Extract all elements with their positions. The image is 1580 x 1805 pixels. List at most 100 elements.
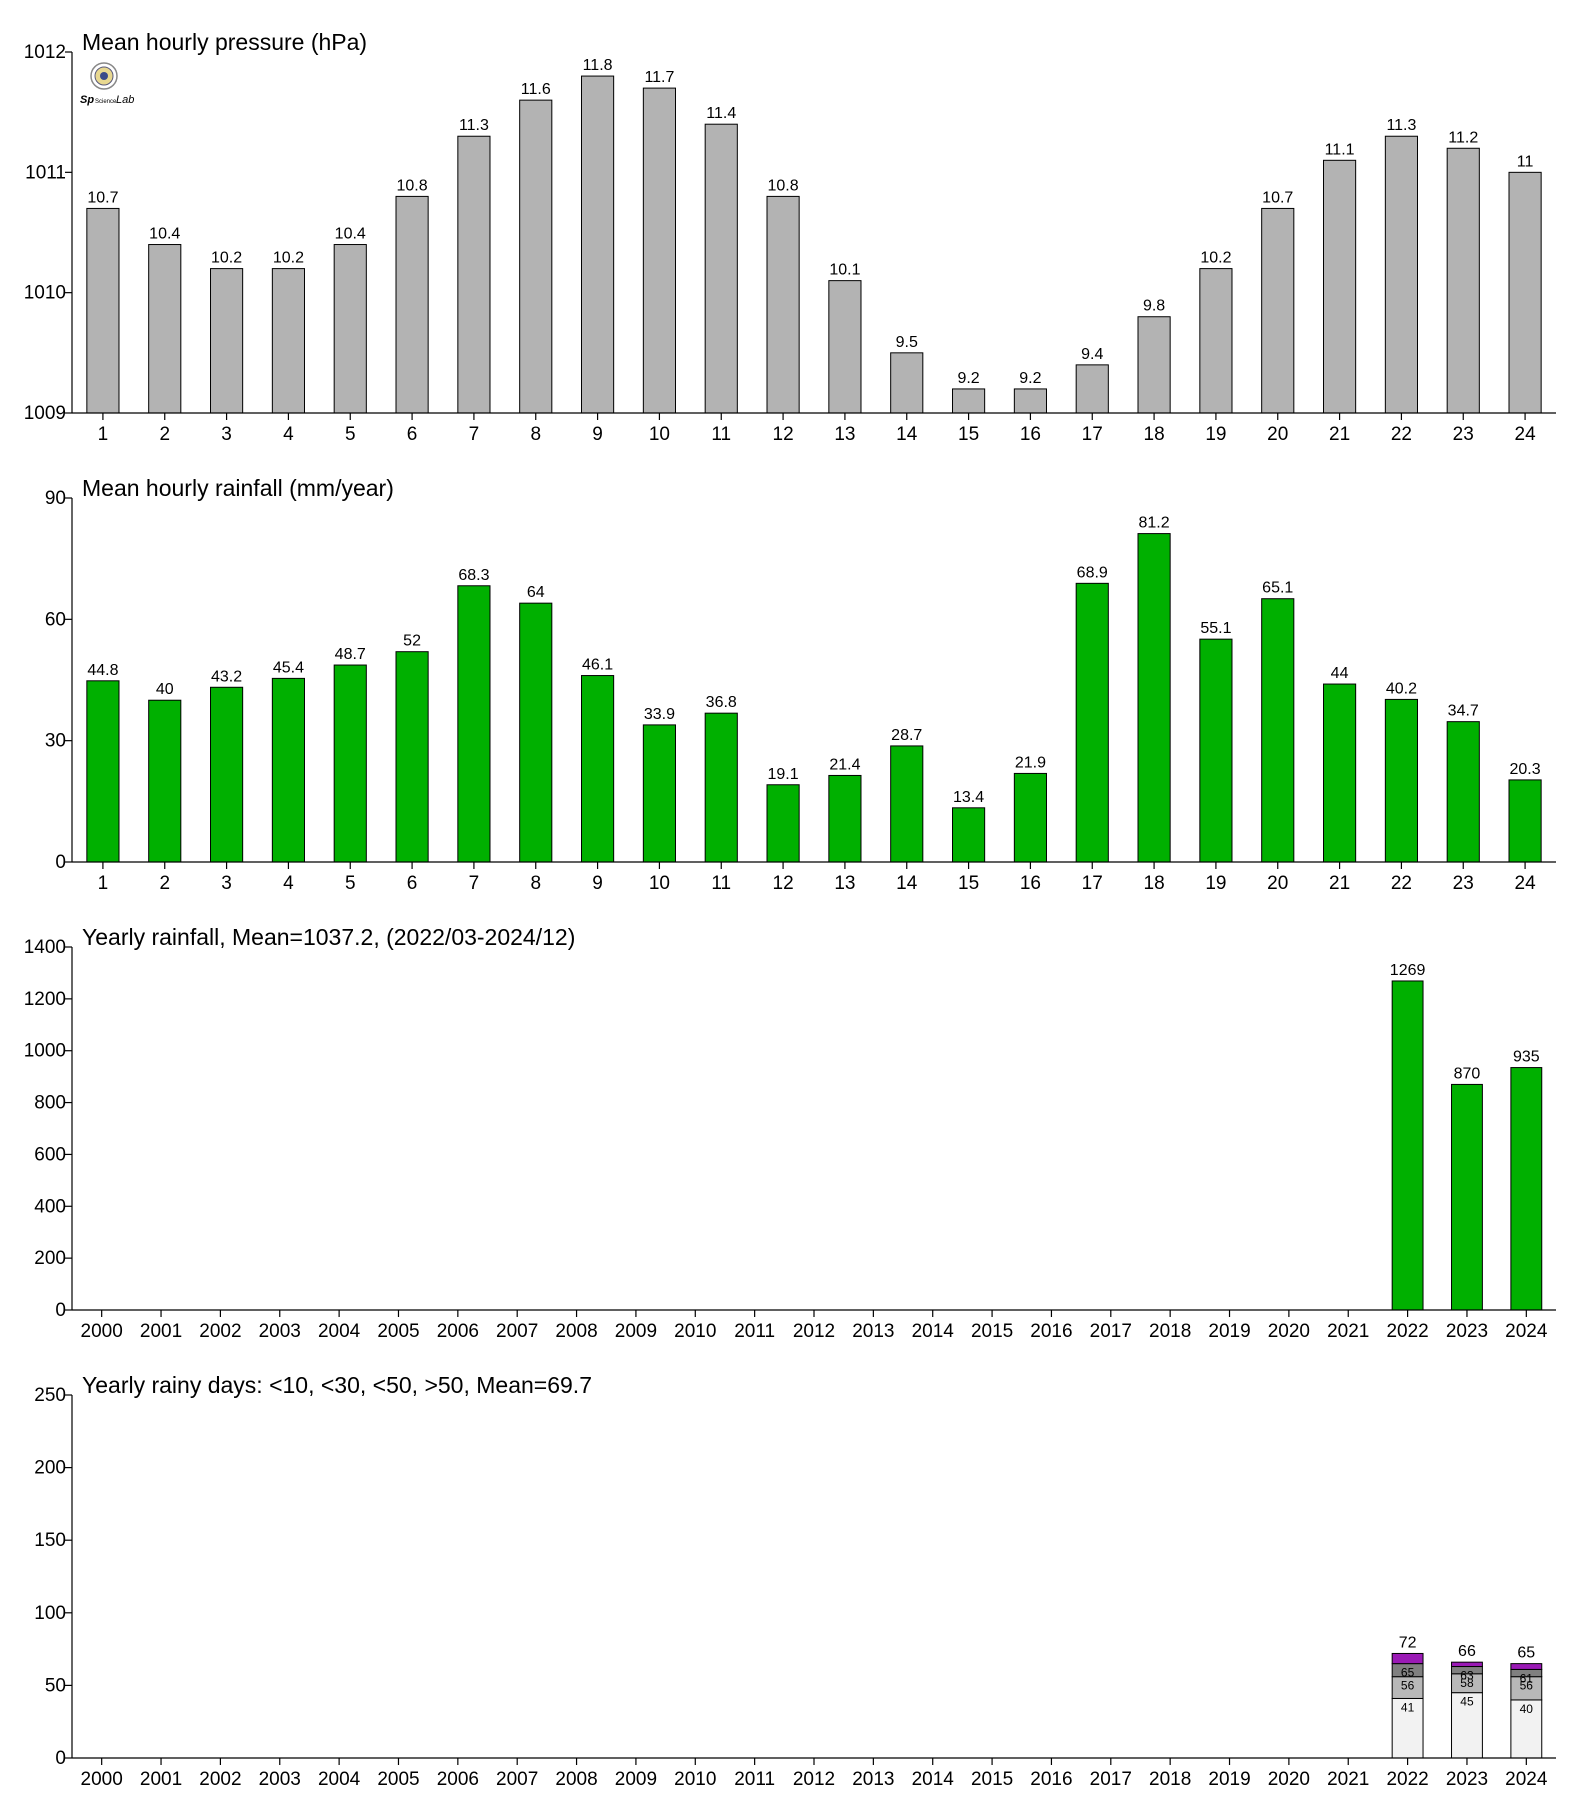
data-label: 68.9 <box>1077 564 1108 581</box>
x-tick-label: 2014 <box>912 1769 955 1790</box>
y-tick-label: 50 <box>45 1675 66 1696</box>
y-tick-label: 1011 <box>25 162 66 183</box>
y-tick-label: 100 <box>34 1603 66 1624</box>
y-tick-label: 1400 <box>24 937 66 958</box>
x-tick-label: 2006 <box>437 1769 479 1790</box>
x-tick-label: 11 <box>711 873 731 894</box>
bar <box>1384 698 1418 863</box>
x-tick-label: 2015 <box>971 1769 1013 1790</box>
x-tick-label: 2017 <box>1090 1321 1132 1342</box>
total-label: 66 <box>1458 1643 1476 1660</box>
data-label: 10.2 <box>211 250 242 267</box>
x-tick-label: 2006 <box>437 1321 479 1342</box>
data-label: 11.3 <box>459 117 489 134</box>
x-tick-label: 17 <box>1082 424 1103 445</box>
data-label: 1269 <box>1390 962 1426 979</box>
bar <box>1013 388 1047 414</box>
bar <box>1199 638 1233 863</box>
x-tick-label: 2007 <box>496 1321 538 1342</box>
x-tick-label: 2018 <box>1149 1321 1191 1342</box>
x-tick-label: 2010 <box>674 1769 716 1790</box>
x-tick-label: 2000 <box>81 1769 123 1790</box>
x-tick-label: 2010 <box>674 1321 716 1342</box>
bar-segment <box>1391 1697 1424 1759</box>
bar <box>642 87 676 414</box>
x-tick-label: 7 <box>469 873 480 894</box>
data-label: 36.8 <box>706 694 737 711</box>
data-label: 10.4 <box>149 226 180 243</box>
x-tick-label: 21 <box>1329 424 1350 445</box>
x-tick-label: 2024 <box>1505 1321 1548 1342</box>
bar <box>148 244 182 414</box>
bar <box>766 195 800 414</box>
bar <box>457 585 491 863</box>
total-label: 72 <box>1399 1634 1417 1651</box>
data-label: 10.2 <box>1200 250 1231 267</box>
bar <box>1323 159 1357 414</box>
x-tick-label: 2003 <box>259 1321 301 1342</box>
data-label: 935 <box>1513 1049 1540 1066</box>
bar <box>86 680 120 863</box>
x-tick-label: 2020 <box>1268 1321 1310 1342</box>
x-tick-label: 24 <box>1515 424 1537 445</box>
data-label: 10.8 <box>768 177 799 194</box>
data-label: 10.7 <box>87 189 118 206</box>
bar <box>333 244 367 414</box>
y-tick-label: 1010 <box>24 283 66 304</box>
x-tick-label: 19 <box>1205 873 1226 894</box>
x-tick-label: 2002 <box>199 1321 241 1342</box>
bar <box>1391 980 1424 1311</box>
x-tick-label: 18 <box>1144 873 1165 894</box>
data-label: 10.8 <box>397 177 428 194</box>
x-tick-label: 22 <box>1391 873 1412 894</box>
data-label: 9.8 <box>1143 298 1165 315</box>
x-tick-label: 22 <box>1391 424 1412 445</box>
data-label: 52 <box>403 633 421 650</box>
data-label: 48.7 <box>335 646 366 663</box>
x-tick-label: 2020 <box>1268 1769 1310 1790</box>
bar <box>1451 1083 1483 1311</box>
bar <box>519 602 553 863</box>
x-tick-label: 24 <box>1515 873 1537 894</box>
bar <box>457 135 491 414</box>
x-tick-label: 20 <box>1267 873 1288 894</box>
x-tick-label: 2019 <box>1208 1769 1250 1790</box>
x-tick-label: 2012 <box>793 1769 835 1790</box>
x-tick-label: 2009 <box>615 1769 657 1790</box>
bar <box>395 651 429 863</box>
segment-label: 63 <box>1460 1669 1474 1683</box>
data-label: 9.2 <box>1019 370 1041 387</box>
bar <box>1446 721 1480 863</box>
bar-segment <box>1451 1661 1483 1668</box>
y-tick-label: 0 <box>55 1748 66 1769</box>
y-tick-label: 250 <box>34 1385 66 1406</box>
segment-label: 56 <box>1520 1679 1534 1693</box>
x-tick-label: 2023 <box>1446 1769 1488 1790</box>
data-label: 870 <box>1454 1065 1481 1082</box>
bar <box>890 352 924 414</box>
bar <box>210 686 244 863</box>
data-label: 21.9 <box>1015 754 1046 771</box>
segment-label: 65 <box>1401 1666 1415 1680</box>
x-tick-label: 4 <box>283 424 294 445</box>
chart-panel-4: Yearly rainy days: <10, <30, <50, >50, M… <box>34 1372 1556 1790</box>
segment-label: 41 <box>1401 1700 1415 1714</box>
x-tick-label: 2016 <box>1030 1321 1072 1342</box>
data-label: 11.6 <box>521 81 551 98</box>
bar <box>890 745 924 863</box>
x-tick-label: 2004 <box>318 1321 361 1342</box>
y-tick-label: 400 <box>34 1196 66 1217</box>
data-label: 11.1 <box>1325 141 1355 158</box>
segment-label: 40 <box>1520 1702 1534 1716</box>
data-label: 81.2 <box>1139 515 1170 532</box>
data-label: 44 <box>1331 665 1349 682</box>
x-tick-label: 20 <box>1267 424 1288 445</box>
chart-panel-1: Mean hourly pressure (hPa) 10.7 10.4 10.2 10… <box>24 29 1556 445</box>
x-tick-label: 9 <box>592 424 603 445</box>
data-label: 10.2 <box>273 250 304 267</box>
data-label: 64 <box>527 584 545 601</box>
data-label: 68.3 <box>458 567 489 584</box>
x-tick-label: 2017 <box>1090 1769 1132 1790</box>
